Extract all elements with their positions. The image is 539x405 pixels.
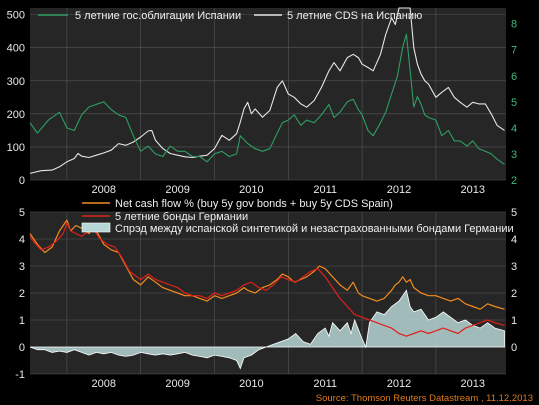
top-year-tick-label: 2012 xyxy=(387,184,411,196)
top-right-tick-label: 5 xyxy=(511,97,517,109)
top-legend: 5 летние гос.облигации Испании 5 летние … xyxy=(38,10,422,22)
top-right-tick-label: 4 xyxy=(511,123,517,135)
bottom-left-tick-label: 0 xyxy=(19,342,25,354)
top-year-tick-label: 2008 xyxy=(92,184,116,196)
top-left-tick-label: 100 xyxy=(7,142,25,154)
top-year-tick-label: 2011 xyxy=(313,184,337,196)
top-left-tick-label: 0 xyxy=(19,175,25,187)
legend-label-spain-bonds: 5 летние гос.облигации Испании xyxy=(75,10,241,22)
bottom-year-tick-label: 2008 xyxy=(92,378,116,390)
top-right-tick-label: 3 xyxy=(511,149,517,161)
legend-label-spain-cds: 5 летние CDS на Испанию xyxy=(287,10,422,22)
bottom-left-tick-label: 4 xyxy=(19,234,25,246)
bottom-left-tick-label: 5 xyxy=(19,207,25,219)
series-area-spread xyxy=(29,289,505,370)
legend-label-germany-bonds: 5 летние бонды Германии xyxy=(115,211,248,223)
top-right-tick-label: 2 xyxy=(511,175,517,187)
top-year-tick-label: 2009 xyxy=(165,184,189,196)
bottom-right-tick-label: 3 xyxy=(511,261,517,273)
legend-swatch-spread-area xyxy=(81,222,111,233)
source-note: Source: Thomson Reuters Datastream , 11.… xyxy=(316,393,533,404)
top-left-tick-label: 300 xyxy=(7,76,25,88)
top-right-tick-label: 6 xyxy=(511,71,517,83)
top-series-group xyxy=(29,7,505,174)
top-left-tick-label: 500 xyxy=(7,10,25,22)
bottom-tick-labels: -1 0 1 2 3 4 5 0 1 2 3 4 5 2008 2009 2010 2011 2012 2013 xyxy=(15,207,517,390)
bottom-left-tick-label: 2 xyxy=(19,288,25,300)
bottom-right-tick-label: 5 xyxy=(511,207,517,219)
top-left-tick-label: 200 xyxy=(7,109,25,121)
bottom-left-tick-label: 1 xyxy=(19,315,25,327)
bottom-year-tick-label: 2012 xyxy=(387,378,411,390)
top-left-tick-label: 400 xyxy=(7,43,25,55)
bottom-year-tick-label: 2013 xyxy=(461,378,485,390)
series-line-spain-bonds xyxy=(29,33,505,165)
bottom-right-tick-label: 1 xyxy=(511,315,517,327)
top-tick-labels: 0 100 200 300 400 500 2 3 4 5 6 7 8 2008 2009 2010 2011 2… xyxy=(7,10,517,196)
top-year-tick-label: 2010 xyxy=(239,184,263,196)
bottom-left-tick-label: -1 xyxy=(15,369,25,381)
top-chart: 0 100 200 300 400 500 2 3 4 5 6 7 8 2008 2009 2010 2011 2… xyxy=(7,7,517,196)
top-right-tick-label: 7 xyxy=(511,45,517,57)
bottom-right-tick-label: 2 xyxy=(511,288,517,300)
bottom-chart: -1 0 1 2 3 4 5 0 1 2 3 4 5 2008 2009 2010 2011 2012 2013 N… xyxy=(15,198,533,404)
bottom-year-tick-label: 2010 xyxy=(239,378,263,390)
bottom-right-tick-label: 4 xyxy=(511,234,517,246)
top-year-tick-label: 2013 xyxy=(461,184,485,196)
top-right-tick-label: 8 xyxy=(511,19,517,31)
legend-label-spread-area: Спрэд между испанской синтетикой и незас… xyxy=(115,223,514,235)
series-line-net-cash-flow xyxy=(29,219,505,310)
bottom-year-tick-label: 2011 xyxy=(313,378,337,390)
bottom-right-tick-label: 0 xyxy=(511,342,517,354)
series-line-spain-cds xyxy=(29,7,505,174)
bottom-legend: Net cash flow % (buy 5y gov bonds + buy … xyxy=(81,198,514,235)
bottom-left-tick-label: 3 xyxy=(19,261,25,273)
bottom-year-tick-label: 2009 xyxy=(165,378,189,390)
legend-label-net-cash-flow: Net cash flow % (buy 5y gov bonds + buy … xyxy=(115,198,393,210)
